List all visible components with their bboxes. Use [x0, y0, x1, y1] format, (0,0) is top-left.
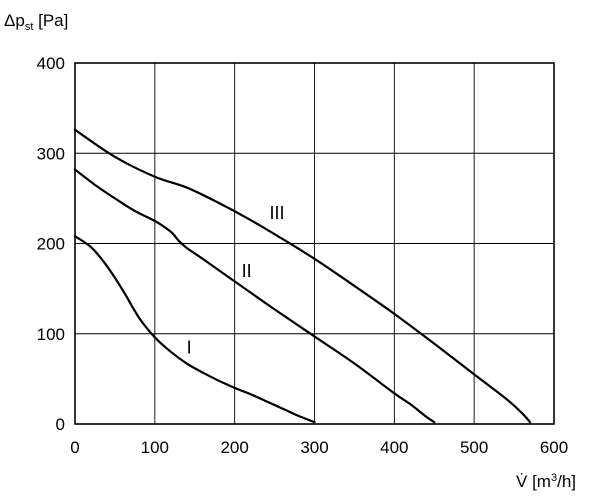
y-tick-label: 100 — [37, 325, 65, 344]
x-axis-unit-pre: [m — [527, 472, 551, 491]
x-axis-title: V̇ [m3/h] — [516, 472, 576, 491]
curve-iii — [73, 128, 532, 424]
y-tick-label: 0 — [56, 415, 65, 434]
curve-i — [73, 235, 316, 424]
x-tick-label: 500 — [460, 438, 488, 457]
plot-frame — [74, 62, 555, 425]
curves — [73, 128, 532, 424]
x-tick-label: 300 — [300, 438, 328, 457]
y-axis-title: Δpst [Pa] — [4, 11, 68, 33]
curve-label: I — [187, 338, 192, 358]
y-axis-subscript: st — [25, 21, 34, 33]
x-tick-label: 0 — [70, 438, 79, 457]
x-tick-label: 600 — [540, 438, 568, 457]
y-tick-label: 400 — [37, 54, 65, 73]
y-axis-symbol: Δp — [4, 11, 25, 30]
y-tick-label: 200 — [37, 235, 65, 254]
y-axis-unit: [Pa] — [33, 11, 68, 30]
x-tick-label: 400 — [380, 438, 408, 457]
tick-labels: 0 100 200 300 400 500 600 0 100 200 300 400 — [37, 54, 569, 457]
curve-label: III — [269, 203, 284, 223]
curve-label: II — [242, 261, 252, 281]
curve-ii — [73, 168, 436, 424]
x-tick-label: 200 — [220, 438, 248, 457]
x-tick-label: 100 — [141, 438, 169, 457]
x-axis-unit-superscript: 3 — [551, 472, 557, 484]
grid — [74, 62, 555, 425]
y-tick-label: 300 — [37, 144, 65, 163]
x-axis-symbol: V̇ — [516, 472, 528, 491]
x-axis-unit-post: /h] — [557, 472, 576, 491]
